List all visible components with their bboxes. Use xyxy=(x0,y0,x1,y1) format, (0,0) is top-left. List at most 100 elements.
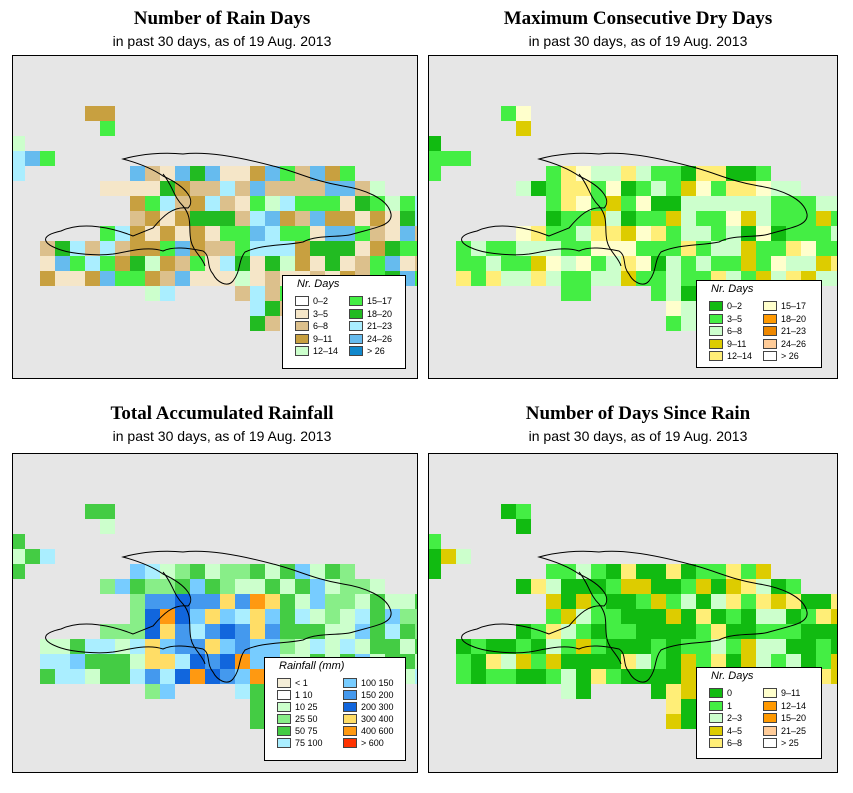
grid-cell xyxy=(250,669,265,684)
grid-cell xyxy=(561,669,576,684)
national-border xyxy=(162,571,206,665)
grid-cell xyxy=(576,256,591,271)
grid-cell xyxy=(666,271,681,286)
grid-cell xyxy=(175,594,190,609)
grid-cell xyxy=(771,654,786,669)
grid-cell xyxy=(205,624,220,639)
legend-label: 100 150 xyxy=(361,678,394,688)
legend-swatch xyxy=(709,700,723,711)
legend-title: Nr. Days xyxy=(297,278,340,290)
grid-cell xyxy=(681,654,696,669)
legend-label: 2–3 xyxy=(727,713,743,723)
grid-cell xyxy=(310,241,325,256)
grid-cell xyxy=(250,196,265,211)
grid-cell xyxy=(831,609,837,624)
grid-cell xyxy=(546,564,561,579)
grid-cell xyxy=(265,166,280,181)
grid-cell xyxy=(175,211,190,226)
legend-label: 21–23 xyxy=(367,321,393,331)
grid-cell xyxy=(456,669,471,684)
grid-cell xyxy=(711,624,726,639)
grid-cell xyxy=(385,639,400,654)
national-border xyxy=(578,571,622,665)
grid-cell xyxy=(756,594,771,609)
grid-cell xyxy=(250,654,265,669)
grid-cell xyxy=(696,256,711,271)
grid-cell xyxy=(235,196,250,211)
grid-cell xyxy=(175,226,190,241)
legend-title: Nr. Days xyxy=(711,670,754,682)
grid-cell xyxy=(621,669,636,684)
grid-cell xyxy=(516,181,531,196)
legend-label: 6–8 xyxy=(313,321,329,331)
grid-cell xyxy=(13,151,25,166)
grid-cell xyxy=(681,316,696,331)
grid-cell xyxy=(280,594,295,609)
grid-cell xyxy=(711,609,726,624)
grid-cell xyxy=(160,226,175,241)
grid-cell xyxy=(130,271,145,286)
grid-cell xyxy=(205,654,220,669)
grid-cell xyxy=(681,211,696,226)
grid-cell xyxy=(295,181,310,196)
legend-swatch xyxy=(763,351,777,361)
grid-cell xyxy=(546,609,561,624)
grid-cell xyxy=(801,639,816,654)
grid-cell xyxy=(190,594,205,609)
grid-cell xyxy=(621,609,636,624)
grid-cell xyxy=(235,564,250,579)
grid-cell xyxy=(340,166,355,181)
panel-max-dry-days: Maximum Consecutive Dry Days in past 30 … xyxy=(428,0,848,390)
panel-title: Number of Days Since Rain xyxy=(525,403,751,424)
grid-cell xyxy=(591,256,606,271)
grid-cell xyxy=(756,564,771,579)
grid-cell xyxy=(160,241,175,256)
legend-label: > 26 xyxy=(781,351,799,361)
grid-cell xyxy=(40,271,55,286)
grid-cell xyxy=(786,579,801,594)
grid-cell xyxy=(531,669,546,684)
grid-cell xyxy=(295,241,310,256)
grid-cell xyxy=(205,226,220,241)
grid-cell xyxy=(310,166,325,181)
grid-cell xyxy=(666,624,681,639)
grid-cell xyxy=(651,639,666,654)
grid-cell xyxy=(726,196,741,211)
grid-cell xyxy=(816,196,831,211)
grid-cell xyxy=(250,166,265,181)
grid-cell xyxy=(325,211,340,226)
grid-cell xyxy=(115,241,130,256)
grid-cell xyxy=(576,609,591,624)
grid-cell xyxy=(651,196,666,211)
legend-swatch xyxy=(277,678,291,688)
grid-cell xyxy=(831,256,837,271)
grid-cell xyxy=(516,121,531,136)
grid-cell xyxy=(115,271,130,286)
grid-cell xyxy=(145,609,160,624)
grid-cell xyxy=(205,579,220,594)
grid-cell xyxy=(741,654,756,669)
grid-cell xyxy=(235,654,250,669)
grid-cell xyxy=(591,271,606,286)
legend-label: 6–8 xyxy=(727,738,743,748)
grid-cell xyxy=(265,609,280,624)
grid-cell xyxy=(531,271,546,286)
grid-cell xyxy=(576,684,591,699)
grid-cell xyxy=(621,579,636,594)
grid-cell xyxy=(130,256,145,271)
grid-cell xyxy=(100,256,115,271)
grid-cell xyxy=(70,669,85,684)
grid-cell xyxy=(501,241,516,256)
grid-cell xyxy=(325,609,340,624)
grid-cell xyxy=(561,241,576,256)
grid-cell xyxy=(831,241,837,256)
grid-cell xyxy=(325,624,340,639)
grid-cell xyxy=(606,669,621,684)
grid-cell xyxy=(265,564,280,579)
grid-cell xyxy=(606,624,621,639)
grid-cell xyxy=(145,579,160,594)
grid-cell xyxy=(516,639,531,654)
grid-cell xyxy=(295,564,310,579)
grid-cell xyxy=(756,256,771,271)
grid-cell xyxy=(741,579,756,594)
